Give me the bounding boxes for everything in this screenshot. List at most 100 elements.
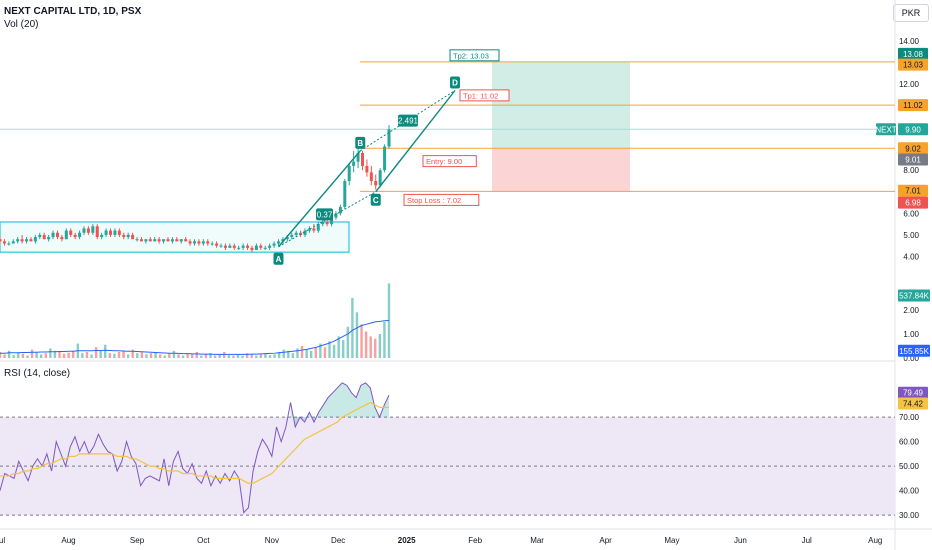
volume-bar (104, 344, 107, 358)
candle-body (294, 232, 298, 235)
candle-body (263, 247, 267, 249)
volume-bar (236, 354, 240, 358)
rsi-indicator-label[interactable]: RSI (14, close) (4, 368, 71, 379)
candle-body (113, 230, 117, 235)
candle-body (223, 245, 227, 248)
volume-bar (126, 354, 130, 358)
rsi-ma-marker: 74.42 (903, 399, 924, 408)
candle-body (16, 239, 20, 242)
candle-body (109, 230, 113, 235)
candle-body (29, 239, 33, 242)
volume-bar (53, 350, 57, 358)
candle-body (237, 247, 241, 249)
stop-loss-label-box (403, 193, 480, 206)
candle-body (325, 221, 329, 225)
axis-9-01-marker-bg (898, 153, 928, 166)
volume-bar (99, 350, 102, 358)
volume-bar (346, 326, 350, 358)
volume-bar (163, 355, 166, 358)
symbol-title[interactable]: NEXT CAPITAL LTD, 1D, PSX (4, 6, 142, 17)
volume-bar (108, 353, 112, 358)
volume-bar (131, 349, 134, 358)
price-axis-tick: 14.00 (899, 37, 920, 46)
ratio-label-ac: 0.37 (317, 210, 333, 219)
volume-bar (26, 355, 29, 358)
volume-bar (296, 348, 299, 358)
candle-body (232, 245, 236, 248)
candle-body (219, 245, 223, 247)
entry-label: Entry: 9.00 (426, 157, 462, 166)
volume-bar (94, 347, 98, 358)
volume-bar (277, 351, 281, 358)
ratio-label-bg (316, 208, 333, 221)
volume-bar (186, 353, 189, 358)
candle-body (343, 181, 347, 207)
candle-body (188, 241, 192, 244)
pattern-point-d: D (452, 79, 458, 88)
volume-bar (181, 355, 185, 358)
price-axis-tick: 8.00 (903, 166, 919, 175)
candle-body (259, 245, 263, 248)
volume-bar (250, 354, 253, 358)
time-axis-tick: Mar (530, 536, 544, 545)
volume-bar (268, 355, 272, 358)
axis-6-98-marker: 6.98 (905, 199, 921, 208)
ratio-label-bg (398, 114, 418, 127)
candle-body (268, 245, 272, 248)
candle-body (285, 237, 289, 240)
volume-bar (200, 355, 203, 358)
candle-body (91, 226, 95, 233)
volume-bar (58, 351, 61, 358)
pattern-point-a-bg (273, 252, 284, 265)
rsi-ma-marker-bg (898, 397, 928, 410)
volume-indicator-label[interactable]: Vol (20) (4, 19, 39, 30)
volume-bar (264, 353, 267, 358)
currency-button[interactable]: PKR (893, 4, 929, 22)
volume-bar (85, 351, 89, 358)
rsi-axis-tick: 30.00 (899, 511, 920, 520)
candle-body (25, 239, 29, 242)
volume-bar (310, 350, 313, 358)
axis-tp2-marker: 13.03 (903, 61, 924, 70)
candle-body (241, 245, 245, 248)
price-axis-tick: 12.00 (899, 80, 920, 89)
volume-ma-marker-bg (898, 344, 930, 357)
volume-bar (3, 354, 6, 358)
candle-body (170, 239, 174, 242)
volume-bar (337, 336, 340, 358)
tp1-label: Tp1: 11.02 (463, 91, 498, 100)
volume-bar (177, 354, 180, 358)
price-axis-tick: 6.00 (903, 209, 919, 218)
candle-body (281, 239, 285, 242)
volume-bar (204, 354, 208, 358)
candle-body (378, 170, 382, 186)
volume-bar (378, 333, 382, 358)
candle-body (135, 239, 139, 241)
volume-bar (360, 324, 363, 358)
volume-bar (369, 336, 372, 358)
candle-body (312, 228, 316, 231)
candle-body (334, 213, 338, 218)
candle-body (352, 161, 356, 166)
volume-bar (149, 353, 153, 358)
volume-bar (67, 352, 70, 358)
candle-body (51, 232, 55, 238)
volume-bar (21, 353, 25, 358)
candle-body (2, 241, 6, 244)
candle-body (254, 245, 258, 250)
volume-bar (145, 354, 148, 358)
symbol-marker-bg (876, 123, 896, 136)
volume-bar (342, 339, 345, 358)
volume-bar (374, 338, 377, 358)
candle-body (42, 234, 46, 240)
candle-body (330, 217, 334, 225)
candle-body (184, 239, 188, 242)
volume-bar (7, 350, 11, 358)
candle-body (33, 237, 37, 242)
rsi-axis-tick: 70.00 (899, 413, 920, 422)
volume-bar (39, 354, 43, 358)
volume-bar (287, 350, 290, 358)
volume-bar (90, 354, 93, 358)
volume-bar (172, 350, 176, 358)
